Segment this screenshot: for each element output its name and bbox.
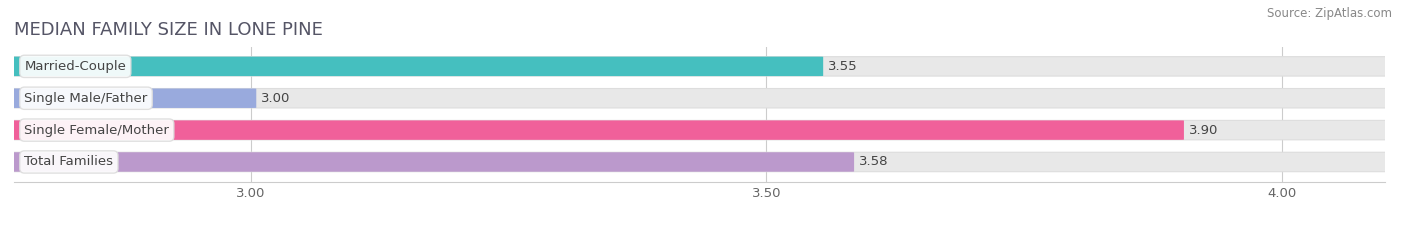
Text: 3.00: 3.00 (262, 92, 291, 105)
FancyBboxPatch shape (8, 152, 853, 172)
Text: Married-Couple: Married-Couple (24, 60, 127, 73)
Text: Single Male/Father: Single Male/Father (24, 92, 148, 105)
FancyBboxPatch shape (8, 120, 1184, 140)
Text: MEDIAN FAMILY SIZE IN LONE PINE: MEDIAN FAMILY SIZE IN LONE PINE (14, 21, 323, 39)
Text: 3.58: 3.58 (859, 155, 889, 168)
Text: Total Families: Total Families (24, 155, 114, 168)
Text: Single Female/Mother: Single Female/Mother (24, 123, 169, 137)
FancyBboxPatch shape (8, 152, 1391, 172)
FancyBboxPatch shape (8, 120, 1391, 140)
FancyBboxPatch shape (8, 89, 256, 108)
Text: Source: ZipAtlas.com: Source: ZipAtlas.com (1267, 7, 1392, 20)
FancyBboxPatch shape (8, 89, 1391, 108)
FancyBboxPatch shape (8, 57, 1391, 76)
Text: 3.55: 3.55 (828, 60, 858, 73)
Text: 3.90: 3.90 (1189, 123, 1219, 137)
FancyBboxPatch shape (8, 57, 823, 76)
